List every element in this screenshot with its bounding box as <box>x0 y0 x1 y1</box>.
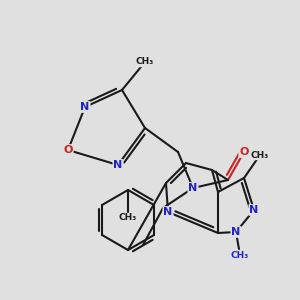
Text: CH₃: CH₃ <box>119 214 137 223</box>
Text: O: O <box>63 145 73 155</box>
Text: N: N <box>113 160 123 170</box>
Text: N: N <box>188 183 198 193</box>
Text: N: N <box>80 102 90 112</box>
Text: N: N <box>249 205 259 215</box>
Text: CH₃: CH₃ <box>136 58 154 67</box>
Text: CH₃: CH₃ <box>251 151 269 160</box>
Text: N: N <box>164 207 172 217</box>
Text: N: N <box>231 227 241 237</box>
Text: CH₃: CH₃ <box>231 250 249 260</box>
Text: O: O <box>239 147 249 157</box>
